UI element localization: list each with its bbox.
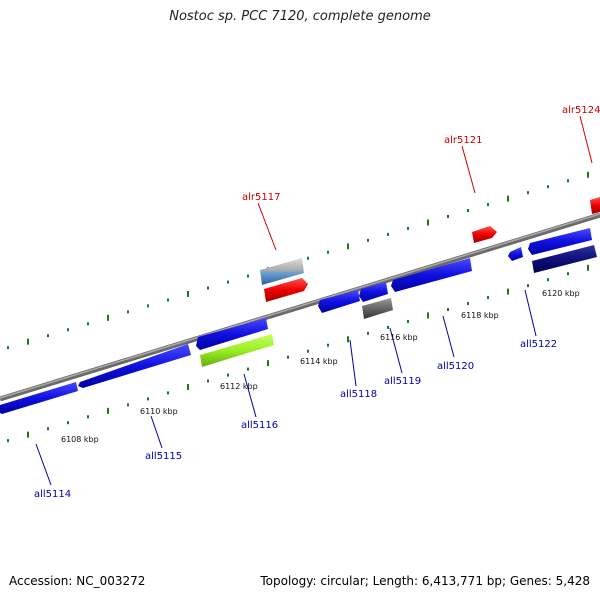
gene-label-forward[interactable]: alr5124 [562, 105, 600, 116]
gene-feature[interactable] [318, 290, 360, 313]
tick-label: 6114 kbp [300, 357, 338, 366]
gene-label-reverse[interactable]: all5116 [241, 420, 278, 431]
gene-label-reverse[interactable]: all5115 [145, 451, 182, 462]
gene-features [0, 197, 600, 414]
gene-feature[interactable] [359, 282, 388, 302]
gene-label-reverse[interactable]: all5119 [384, 376, 421, 387]
genome-backbone [0, 212, 600, 402]
gene-label-forward[interactable]: alr5117 [242, 192, 280, 203]
gene-feature[interactable] [532, 245, 597, 273]
gene-feature[interactable] [200, 334, 274, 367]
gene-feature[interactable] [590, 197, 600, 214]
genome-backbone-highlight [0, 213, 600, 399]
genome-summary-text: Topology: circular; Length: 6,413,771 bp… [260, 574, 590, 588]
tick-labels: 6108 kbp 6110 kbp 6112 kbp 6114 kbp 6116… [61, 289, 580, 444]
tick-label: 6112 kbp [220, 382, 258, 391]
gene-feature[interactable] [78, 344, 191, 388]
gene-feature[interactable] [472, 226, 497, 243]
gene-feature[interactable] [260, 258, 304, 285]
gene-feature[interactable] [264, 278, 308, 302]
tick-label: 6120 kbp [542, 289, 580, 298]
gene-label-reverse[interactable]: all5122 [520, 339, 557, 350]
genome-title: Nostoc sp. PCC 7120, complete genome [169, 9, 431, 24]
gene-feature[interactable] [391, 258, 472, 292]
gene-feature[interactable] [0, 382, 78, 414]
gene-feature[interactable] [196, 318, 268, 350]
gene-label-reverse[interactable]: all5118 [340, 389, 377, 400]
accession-text: Accession: NC_003272 [9, 574, 146, 588]
gene-label-forward[interactable]: alr5121 [444, 135, 482, 146]
tick-label: 6110 kbp [140, 407, 178, 416]
tick-row-lower [7, 264, 589, 443]
tick-label: 6116 kbp [380, 333, 418, 342]
tick-row-upper [7, 171, 589, 350]
tick-label: 6118 kbp [461, 311, 499, 320]
gene-leader-lines [35, 115, 593, 486]
gene-label-reverse[interactable]: all5114 [34, 489, 71, 500]
gene-feature[interactable] [508, 247, 523, 261]
tick-label: 6108 kbp [61, 435, 99, 444]
gene-label-reverse[interactable]: all5120 [437, 361, 474, 372]
gene-feature[interactable] [362, 298, 393, 319]
gene-feature[interactable] [528, 228, 592, 255]
gene-labels: alr5117 alr5121 alr5124 all5114 all5115 … [34, 105, 600, 500]
